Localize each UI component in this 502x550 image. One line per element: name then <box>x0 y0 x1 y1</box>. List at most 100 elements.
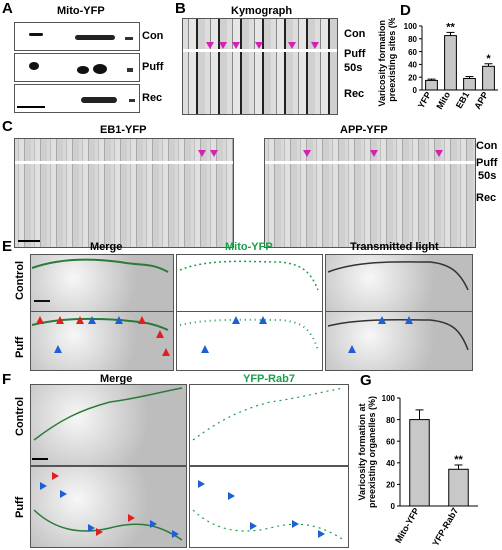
panel-a-row-puff: Puff <box>142 61 164 73</box>
x-tick-label: Mito-YFP <box>393 506 421 545</box>
x-tick-label: YFP-Rab7 <box>430 506 460 548</box>
f-trace-merge-puff <box>33 509 183 541</box>
e-blue-arrow-9 <box>348 345 356 353</box>
panel-b-row-con: Con <box>344 28 366 40</box>
y-tick-label: 0 <box>391 502 396 511</box>
panel-c-kymo-eb1 <box>14 138 234 248</box>
panel-e-title-transmitted: Transmitted light <box>350 241 439 253</box>
kymo-c-app-arrow-1 <box>303 150 311 157</box>
bar <box>409 419 430 507</box>
significance-label: ** <box>446 21 455 33</box>
f-blue-arrow-9 <box>292 520 299 528</box>
kymo-c-eb1-arrow-1 <box>198 150 206 157</box>
panel-e-merge-control <box>30 254 174 313</box>
panel-c-row-con: Con <box>476 140 498 152</box>
panel-e-title-merge: Merge <box>90 241 123 253</box>
panel-c-scale-bar <box>18 240 40 242</box>
e-trace-merge-control <box>31 258 169 273</box>
e-arrows-red <box>36 316 170 356</box>
y-tick-label: 60 <box>408 48 417 57</box>
e-trace-mito-puff <box>179 318 319 351</box>
f-arrows-blue <box>40 480 325 538</box>
e-blue-arrow-5 <box>259 316 267 324</box>
f-blue-arrow-5 <box>172 530 179 538</box>
f-red-arrow-2 <box>96 528 103 536</box>
panel-f-rab7-puff <box>189 466 349 548</box>
panel-b-row-rec: Rec <box>344 88 365 100</box>
f-blue-arrow-8 <box>250 522 257 530</box>
y-tick-label: 100 <box>382 394 396 403</box>
panel-g-label: G <box>360 372 372 389</box>
y-tick-label: 80 <box>386 416 395 425</box>
panel-a-title: Mito-YFP <box>57 5 105 17</box>
f-red-arrow-3 <box>128 514 135 522</box>
f-blue-arrow-6 <box>198 480 205 488</box>
panel-b-label: B <box>175 0 186 17</box>
kymo-b-arrow-5 <box>288 42 296 49</box>
y-tick-label: 40 <box>386 459 395 468</box>
panel-c-row-puff: Puff <box>476 157 498 169</box>
e-blue-arrow-7 <box>378 316 386 324</box>
e-trace-transmitted-control <box>327 261 469 291</box>
panel-b-title: Kymograph <box>231 5 293 17</box>
y-axis-label: Varicosity formation atpreexisting organ… <box>358 396 377 508</box>
panel-a-label: A <box>2 0 13 17</box>
panel-c-title-app: APP-YFP <box>340 124 388 136</box>
f-blue-arrow-7 <box>228 492 235 500</box>
panel-f-title-merge: Merge <box>100 373 133 385</box>
panel-c-title-eb1: EB1-YFP <box>100 124 147 136</box>
e-red-arrow-3 <box>76 316 84 324</box>
y-axis-label-line-2: preexisting sites (%) <box>387 18 397 102</box>
e-blue-arrow-2 <box>115 316 123 324</box>
panel-a-scale-bar <box>17 106 45 108</box>
significance-label: * <box>486 53 491 65</box>
kymo-b-arrow-2 <box>219 42 227 49</box>
chart-g: Varicosity formation atpreexisting organ… <box>358 394 478 548</box>
panel-c-label: C <box>2 118 13 135</box>
panel-c-row-50s: 50s <box>478 170 497 182</box>
y-tick-label: 100 <box>404 22 418 31</box>
panel-b-kymograph <box>182 18 338 115</box>
panel-f-rab7-control <box>189 384 349 466</box>
y-tick-label: 40 <box>408 61 417 70</box>
y-axis-label: Varicosity formation atpreexisting sites… <box>378 18 397 107</box>
e-blue-arrow-4 <box>232 316 240 324</box>
e-trace-mito-control <box>179 260 319 291</box>
panel-e-label: E <box>2 238 13 255</box>
e-blue-arrow-6 <box>201 345 209 353</box>
e-blue-arrow-8 <box>405 316 413 324</box>
kymo-b-arrow-3 <box>232 42 240 49</box>
kymo-b-arrow-6 <box>311 42 319 49</box>
kymo-c-app-arrow-2 <box>370 150 378 157</box>
panel-b-row-50s: 50s <box>344 62 363 74</box>
kymo-b-arrow-4 <box>255 42 263 49</box>
panel-a-row-con: Con <box>142 30 164 42</box>
e-red-arrow-6 <box>162 348 170 356</box>
f-blue-arrow-2 <box>60 490 67 498</box>
y-axis-label-line-2: preexisting organelles (%) <box>367 396 377 508</box>
f-blue-arrow-10 <box>318 530 325 538</box>
panel-a-image-puff <box>14 53 140 82</box>
panel-e-title-mito: Mito-YFP <box>225 241 273 253</box>
f-trace-merge-control <box>33 387 183 441</box>
panel-e-scale-bar <box>34 300 50 302</box>
e-red-arrow-2 <box>56 316 64 324</box>
panel-e-merge-puff <box>30 311 174 371</box>
kymo-b-arrow-1 <box>206 42 214 49</box>
panel-f-scale-bar <box>32 458 48 460</box>
panel-a-row-rec: Rec <box>142 92 163 104</box>
e-blue-arrow-3 <box>54 345 62 353</box>
e-red-arrow-5 <box>156 330 164 338</box>
panel-d-label: D <box>400 2 411 19</box>
y-axis-label-line-1: Varicosity formation at <box>358 403 367 500</box>
panel-f-merge-puff <box>30 466 187 548</box>
e-trace-transmitted-puff <box>327 319 469 351</box>
f-blue-arrow-1 <box>40 482 47 490</box>
kymo-c-app-arrow-3 <box>435 150 443 157</box>
e-arrows-blue <box>54 316 413 353</box>
f-arrows-red <box>52 472 135 536</box>
e-red-arrow-4 <box>138 316 146 324</box>
y-axis-label-line-1: Varicosity formation at <box>378 18 387 107</box>
